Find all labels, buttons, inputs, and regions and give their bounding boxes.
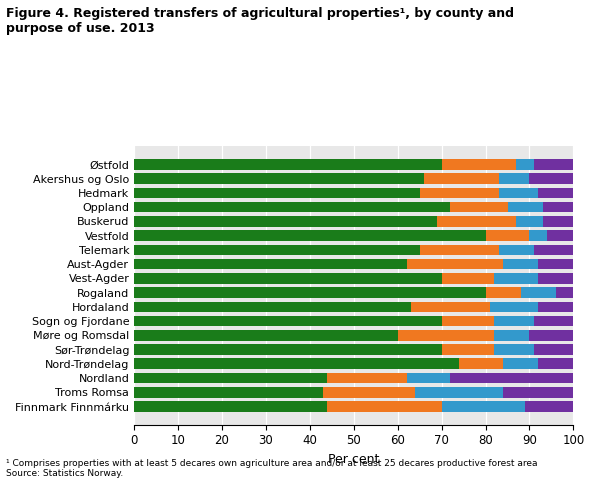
Bar xyxy=(134,387,323,398)
Bar xyxy=(486,230,529,241)
Bar xyxy=(420,187,499,198)
Bar xyxy=(134,373,328,384)
Bar xyxy=(420,244,499,255)
Bar xyxy=(134,216,437,227)
Bar xyxy=(529,173,573,184)
Bar xyxy=(494,330,529,341)
Bar xyxy=(525,401,573,412)
Bar xyxy=(134,273,442,284)
Bar xyxy=(503,359,538,369)
Bar xyxy=(508,202,543,212)
Bar xyxy=(328,401,442,412)
Bar xyxy=(134,401,328,412)
Bar xyxy=(486,287,521,298)
Bar xyxy=(442,159,516,170)
Bar xyxy=(529,330,573,341)
Bar xyxy=(499,187,538,198)
Bar xyxy=(534,159,573,170)
Bar xyxy=(516,216,543,227)
Bar xyxy=(494,273,538,284)
Bar xyxy=(534,316,573,326)
Bar xyxy=(398,330,494,341)
Text: ¹ Comprises properties with at least 5 decares own agriculture area and/or at le: ¹ Comprises properties with at least 5 d… xyxy=(6,459,537,478)
Bar xyxy=(411,302,490,312)
Text: Figure 4. Registered transfers of agricultural properties¹, by county and: Figure 4. Registered transfers of agricu… xyxy=(6,7,514,20)
Bar xyxy=(442,273,494,284)
Bar xyxy=(134,159,442,170)
Bar xyxy=(529,230,547,241)
Bar xyxy=(503,259,538,269)
Bar xyxy=(450,202,508,212)
Bar xyxy=(134,359,459,369)
Bar xyxy=(494,344,534,355)
Bar xyxy=(450,373,573,384)
Bar xyxy=(538,273,573,284)
Bar xyxy=(424,173,499,184)
Bar xyxy=(538,302,573,312)
Bar xyxy=(437,216,516,227)
Bar xyxy=(516,159,534,170)
Bar xyxy=(442,401,525,412)
Bar xyxy=(442,344,494,355)
Bar xyxy=(134,202,450,212)
Bar xyxy=(534,344,573,355)
Bar xyxy=(499,244,534,255)
Bar xyxy=(538,259,573,269)
Bar xyxy=(406,259,503,269)
Bar xyxy=(442,316,494,326)
Bar xyxy=(459,359,503,369)
Text: purpose of use. 2013: purpose of use. 2013 xyxy=(6,22,155,35)
Bar xyxy=(134,244,420,255)
Bar xyxy=(134,344,442,355)
Bar xyxy=(134,302,411,312)
Bar xyxy=(134,259,406,269)
Bar xyxy=(534,244,573,255)
Bar xyxy=(499,173,529,184)
Bar xyxy=(503,387,573,398)
Bar xyxy=(134,316,442,326)
Bar xyxy=(134,287,486,298)
Bar xyxy=(406,373,450,384)
Bar xyxy=(543,202,573,212)
Bar xyxy=(538,187,573,198)
Bar xyxy=(547,230,573,241)
Bar xyxy=(415,387,503,398)
Bar xyxy=(490,302,538,312)
Bar xyxy=(543,216,573,227)
Bar xyxy=(328,373,406,384)
Bar xyxy=(134,330,398,341)
Bar xyxy=(521,287,556,298)
Bar xyxy=(134,230,486,241)
Bar xyxy=(538,359,573,369)
Bar xyxy=(323,387,415,398)
Bar xyxy=(494,316,534,326)
X-axis label: Per cent: Per cent xyxy=(328,453,379,466)
Bar xyxy=(556,287,573,298)
Bar xyxy=(134,187,420,198)
Bar xyxy=(134,173,424,184)
